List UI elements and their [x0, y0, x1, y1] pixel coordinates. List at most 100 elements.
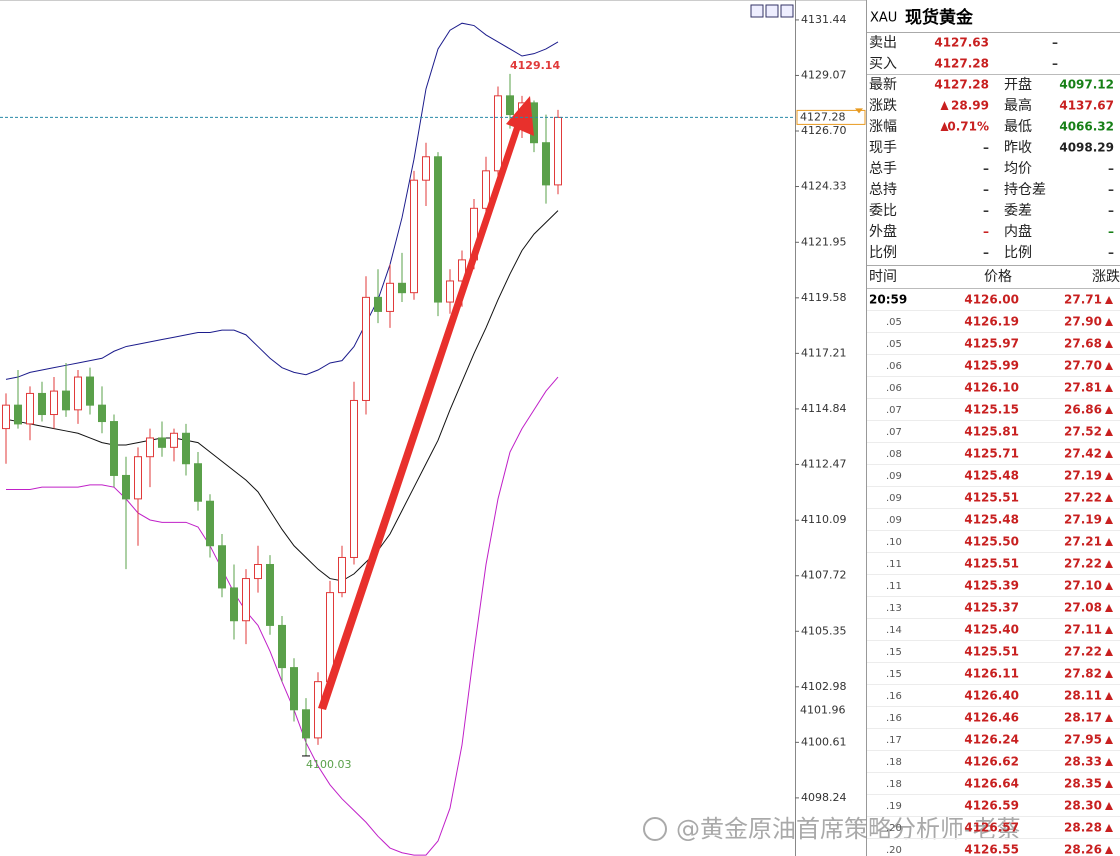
tick-change: 27.19 [1064, 469, 1102, 483]
quote-value: 4097.12 [1059, 78, 1114, 92]
tool-button[interactable] [750, 4, 764, 18]
quote-label: 委差 [1004, 203, 1032, 219]
tick-price: 4125.97 [964, 337, 1019, 351]
quote-label: 涨跌 [869, 98, 897, 114]
tick-time: .14 [886, 625, 902, 636]
tick-time: .11 [886, 559, 902, 570]
tick-price: 4125.81 [964, 425, 1019, 439]
candle-body [314, 681, 322, 739]
tick-price: 4126.11 [964, 667, 1019, 681]
quote-label: 最高 [1004, 97, 1032, 114]
tick-price: 4126.10 [964, 381, 1019, 395]
quote-value: 28.99 [951, 99, 989, 113]
band-line [5, 210, 559, 582]
up-arrow [1105, 318, 1113, 326]
up-arrow [1105, 538, 1113, 546]
y-tick-label: 4105.35 [801, 624, 847, 637]
quote-value: – [983, 225, 989, 239]
up-arrow [1105, 780, 1113, 788]
ticks-header: 价格 [984, 269, 1012, 285]
quote-label: 涨幅 [869, 119, 897, 135]
tick-change: 27.21 [1064, 535, 1102, 549]
y-tick-label: 4110.09 [801, 513, 847, 526]
y-tick-label: 4117.21 [801, 346, 847, 359]
y-tick-label: 4107.72 [801, 569, 847, 582]
tick-price: 4125.71 [964, 447, 1019, 461]
tick-change: 28.33 [1064, 755, 1102, 769]
quote-label: 比例 [1004, 245, 1032, 261]
tick-price: 4125.50 [964, 535, 1019, 549]
up-arrow [1105, 802, 1113, 810]
tick-time: .16 [886, 713, 902, 724]
candle-body [50, 390, 58, 416]
candle-body [290, 667, 298, 711]
y-tick-label: 4112.47 [801, 457, 847, 470]
candle-body [218, 545, 226, 589]
candle-body [494, 95, 502, 172]
tick-change: 27.19 [1064, 513, 1102, 527]
tool-button[interactable] [765, 4, 779, 18]
candle-body [254, 563, 262, 580]
up-arrow [1105, 736, 1113, 744]
quote-value: – [983, 141, 989, 155]
up-arrow [1105, 516, 1113, 524]
y-tick-label: 4121.95 [801, 235, 847, 248]
toolbar[interactable] [750, 4, 794, 18]
up-arrow [1105, 714, 1113, 722]
ticks-header: 涨跌 [1092, 269, 1120, 285]
low-label: 4100.03 [306, 758, 352, 771]
tick-change: 27.42 [1064, 447, 1102, 461]
candle-body [482, 170, 490, 209]
quote-label: 卖出 [869, 35, 897, 51]
candle-body [146, 437, 154, 458]
tick-change: 28.35 [1064, 777, 1102, 791]
quote-value: 4127.63 [934, 36, 989, 50]
candle-body [386, 282, 394, 312]
quote-value: 4066.32 [1059, 120, 1114, 134]
tick-price: 4126.59 [964, 799, 1019, 813]
symbol: XAU [870, 11, 897, 26]
tick-price: 4126.57 [964, 821, 1019, 835]
tick-time: .20 [886, 845, 902, 856]
quote-label: 最新 [869, 77, 897, 93]
quote-label: 内盘 [1004, 223, 1032, 240]
candle-body [242, 578, 250, 622]
quote-value: – [983, 246, 989, 260]
candle-body [554, 116, 562, 186]
quote-value: – [1052, 36, 1058, 50]
tick-change: 27.70 [1064, 359, 1102, 373]
instrument-name: 现货黄金 [905, 7, 974, 28]
up-arrow [1105, 758, 1113, 766]
quote-value: 4098.29 [1059, 141, 1114, 155]
y-tick-label: 4102.98 [801, 680, 847, 693]
candle-body [74, 376, 82, 411]
candle-body [194, 463, 202, 502]
tick-change: 28.28 [1064, 821, 1102, 835]
up-arrow [1105, 406, 1113, 414]
candle-body [542, 142, 550, 186]
tick-time: .07 [886, 405, 902, 416]
tick-change: 27.22 [1064, 557, 1102, 571]
up-arrow [1105, 494, 1113, 502]
up-arrow [1105, 296, 1113, 304]
y-tick-label: 4124.33 [801, 180, 847, 193]
tick-price: 4125.99 [964, 359, 1019, 373]
candle-body [134, 456, 142, 500]
tick-time: .18 [886, 779, 902, 790]
up-arrow [940, 122, 949, 131]
quote-value: 4127.28 [934, 57, 989, 71]
tick-time: .09 [886, 515, 902, 526]
tool-button[interactable] [780, 4, 794, 18]
quote-label: 买入 [869, 56, 897, 72]
candle-body [506, 95, 514, 116]
tick-change: 28.30 [1064, 799, 1102, 813]
tick-change: 28.26 [1064, 843, 1102, 856]
up-arrow [1105, 824, 1113, 832]
candle-body [434, 156, 442, 303]
tick-time: .08 [886, 449, 902, 460]
up-arrow [1105, 340, 1113, 348]
chart [2, 22, 562, 856]
quote-label: 委比 [869, 203, 897, 219]
candle-body [230, 587, 238, 622]
